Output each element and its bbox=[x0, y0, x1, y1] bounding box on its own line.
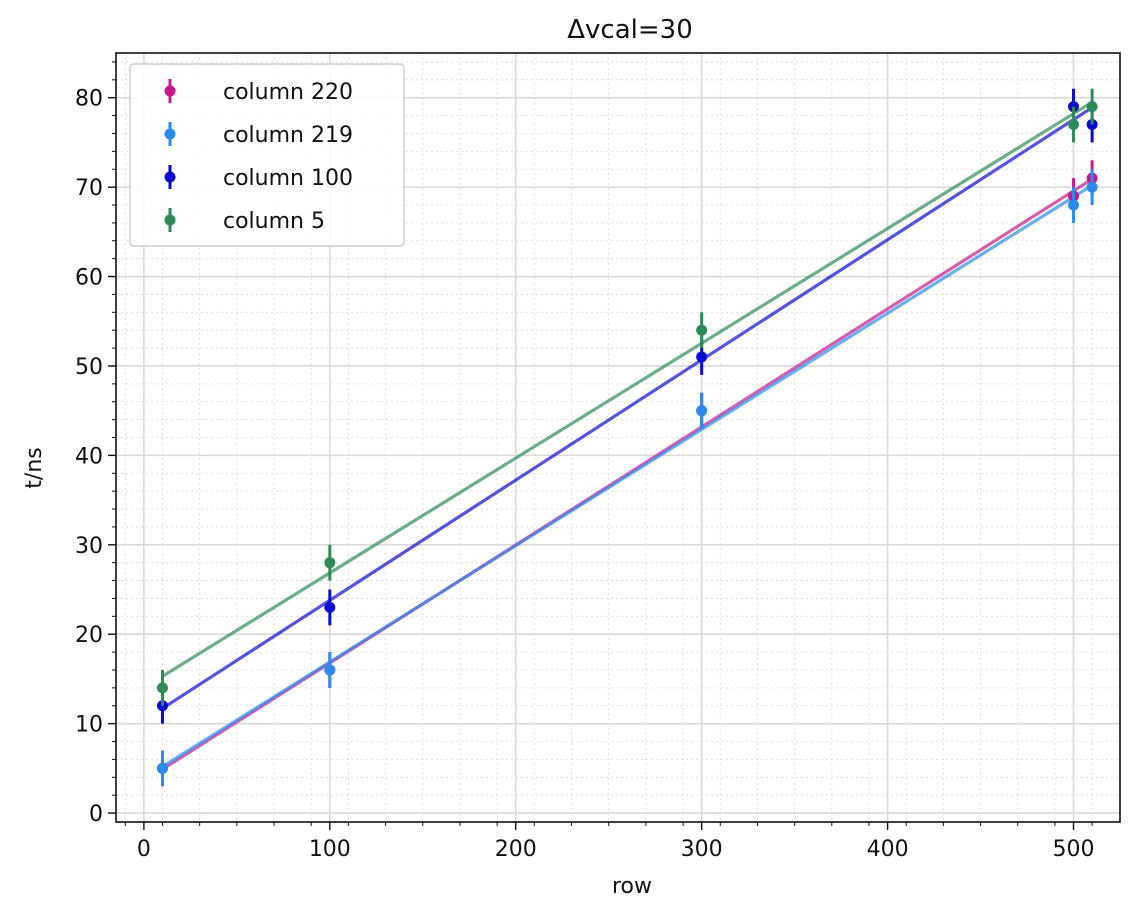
legend: column 220 column 219 column 100 column 5 bbox=[129, 63, 405, 247]
data-point bbox=[156, 762, 168, 774]
y-tick-label: 20 bbox=[75, 623, 103, 648]
y-tick-label: 10 bbox=[75, 713, 103, 738]
data-point bbox=[156, 682, 168, 694]
legend-label: column 5 bbox=[223, 209, 325, 234]
x-tick-label: 500 bbox=[1053, 837, 1095, 862]
data-point bbox=[1086, 181, 1098, 193]
axis-ticks: 0 100 200 300 400 500 0 10 20 30 40 50 60 70 80 bbox=[75, 61, 1095, 862]
legend-marker bbox=[164, 171, 176, 183]
fit-line bbox=[161, 100, 1093, 678]
major-grid bbox=[116, 53, 1120, 822]
x-tick-label: 100 bbox=[309, 837, 351, 862]
data-point bbox=[696, 324, 708, 336]
fit-line bbox=[161, 106, 1093, 710]
data-point bbox=[1068, 119, 1080, 131]
y-tick-label: 80 bbox=[75, 87, 103, 112]
y-axis-title: t/ns bbox=[22, 447, 47, 488]
x-tick-label: 0 bbox=[137, 837, 151, 862]
y-tick-label: 0 bbox=[89, 802, 103, 827]
x-tick-label: 200 bbox=[495, 837, 537, 862]
data-point bbox=[324, 664, 336, 676]
legend-marker bbox=[164, 214, 176, 226]
fit-lines bbox=[161, 100, 1093, 771]
x-axis-title: row bbox=[612, 874, 652, 899]
legend-label: column 219 bbox=[223, 123, 353, 148]
data-point bbox=[1086, 101, 1098, 113]
data-point bbox=[696, 405, 708, 417]
data-point bbox=[324, 557, 336, 569]
minor-grid bbox=[116, 53, 1120, 822]
y-tick-label: 50 bbox=[75, 355, 103, 380]
y-tick-label: 40 bbox=[75, 444, 103, 469]
y-tick-label: 70 bbox=[75, 176, 103, 201]
data-points bbox=[156, 88, 1098, 787]
legend-marker bbox=[164, 85, 176, 97]
data-point bbox=[324, 601, 336, 613]
x-tick-label: 400 bbox=[867, 837, 909, 862]
x-tick-label: 300 bbox=[681, 837, 723, 862]
legend-label: column 220 bbox=[223, 80, 353, 105]
y-tick-label: 30 bbox=[75, 534, 103, 559]
fit-line bbox=[161, 183, 1093, 768]
data-point bbox=[1068, 199, 1080, 211]
chart-title: Δvcal=30 bbox=[567, 15, 693, 45]
y-tick-label: 60 bbox=[75, 266, 103, 291]
legend-box bbox=[129, 63, 405, 247]
legend-label: column 100 bbox=[223, 166, 353, 191]
data-point bbox=[696, 351, 708, 363]
legend-marker bbox=[164, 128, 176, 140]
